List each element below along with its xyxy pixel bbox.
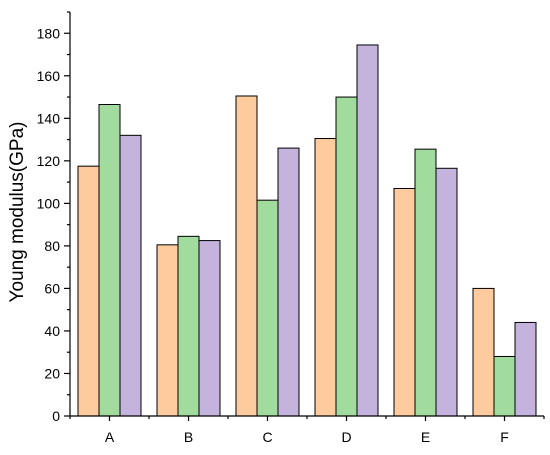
- y-tick-label-80: 80: [44, 238, 60, 254]
- bar-D-series-1: [314, 138, 337, 417]
- bar-C-series-1: [235, 95, 258, 417]
- x-tick-label-A: A: [105, 429, 115, 445]
- x-tick-label-B: B: [184, 429, 193, 445]
- bar-C-series-3: [277, 147, 300, 417]
- bar-C-series-2: [256, 199, 279, 417]
- bar-D-series-3: [356, 44, 379, 417]
- y-axis-title: Young modulus(GPa): [7, 122, 28, 303]
- x-tick-label-F: F: [500, 429, 509, 445]
- bar-E-series-3: [435, 167, 458, 417]
- y-tick-label-160: 160: [37, 68, 61, 84]
- bar-B-series-3: [198, 240, 221, 417]
- bar-B-series-2: [177, 235, 200, 417]
- y-tick-label-0: 0: [52, 408, 60, 424]
- y-tick-label-100: 100: [37, 195, 61, 211]
- x-axis-ticks: A B C D E F: [69, 416, 545, 445]
- bar-F-series-2: [493, 355, 516, 417]
- y-tick-label-20: 20: [44, 365, 60, 381]
- y-tick-label-60: 60: [44, 280, 60, 296]
- bar-E-series-1: [393, 187, 416, 417]
- bar-F-series-1: [472, 287, 495, 417]
- y-tick-label-140: 140: [37, 110, 61, 126]
- y-tick-label-40: 40: [44, 323, 60, 339]
- x-tick-label-D: D: [341, 429, 351, 445]
- bar-A-series-2: [98, 103, 121, 417]
- bars-group: [77, 44, 537, 417]
- bar-B-series-1: [156, 244, 179, 417]
- bar-A-series-1: [77, 165, 100, 417]
- bar-F-series-3: [514, 321, 537, 417]
- y-tick-label-120: 120: [37, 153, 61, 169]
- bar-E-series-2: [414, 148, 437, 417]
- x-tick-label-C: C: [262, 429, 272, 445]
- y-axis-ticks: 0 20 40 60 80 100 120 140 160 180: [37, 11, 70, 424]
- x-tick-label-E: E: [421, 429, 430, 445]
- bar-D-series-2: [335, 96, 358, 417]
- y-tick-label-180: 180: [37, 25, 61, 41]
- bar-A-series-3: [119, 134, 142, 417]
